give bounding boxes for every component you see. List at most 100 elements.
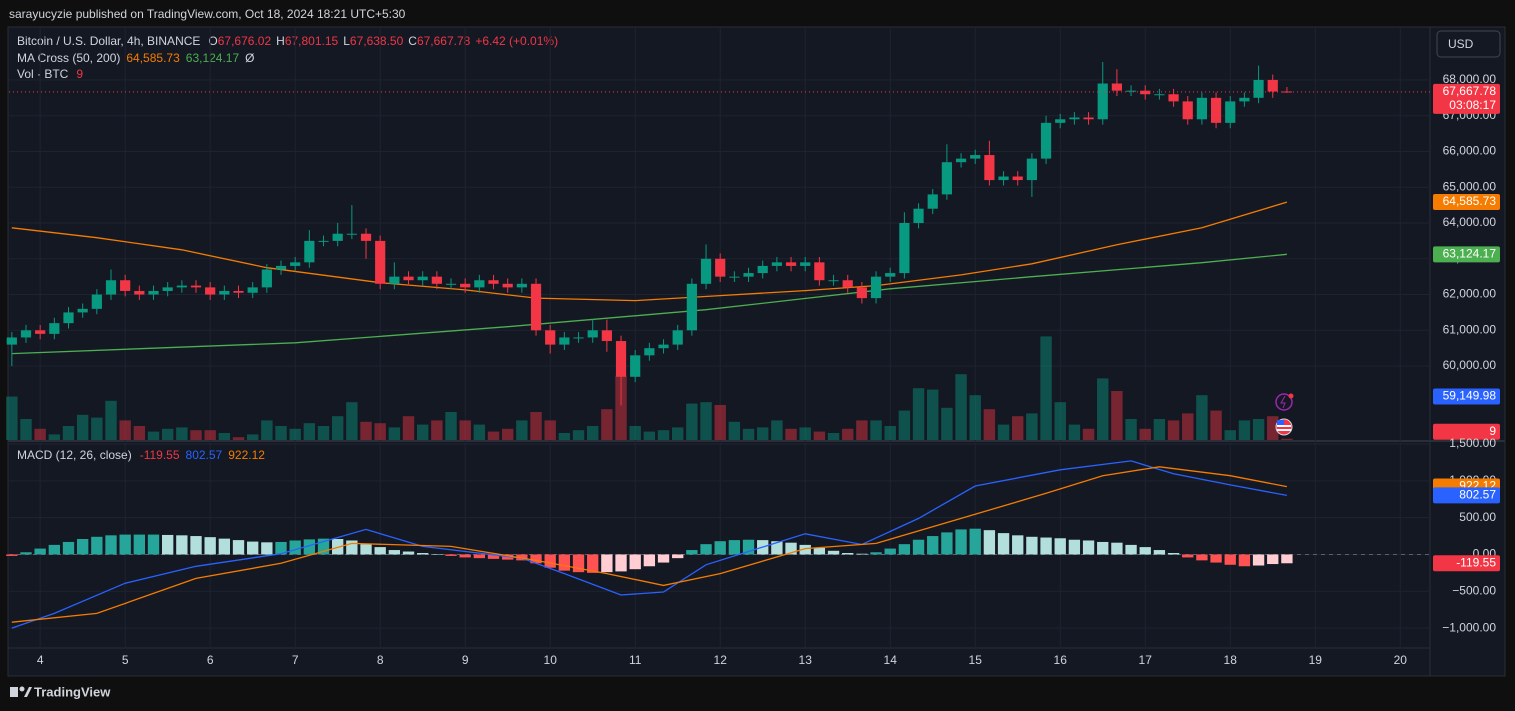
macd-histogram-bar [232, 540, 245, 555]
candle-body [715, 258, 726, 277]
currency-label[interactable]: USD [1448, 37, 1474, 51]
macd-histogram-bar [62, 541, 75, 555]
candle-body [134, 290, 145, 295]
macd-histogram-bar [1040, 537, 1052, 555]
volume-bar [48, 434, 61, 440]
candle-body [63, 312, 74, 324]
candle-body [318, 240, 329, 242]
x-tick-label: 10 [544, 653, 558, 667]
legend-text: +6.42 (+0.01%) [475, 34, 558, 48]
candle-body [105, 280, 117, 295]
macd-line [11, 466, 1288, 623]
legend-text: 64,585.73 [126, 51, 180, 65]
macd-histogram-bar [346, 540, 358, 555]
candle-body [6, 337, 17, 345]
price-label-box [1433, 388, 1500, 405]
volume-bar [1238, 420, 1251, 440]
volume-bar [799, 427, 811, 440]
macd-histogram-bar [402, 551, 415, 555]
candle-body [757, 265, 768, 274]
candle-body [785, 262, 797, 266]
volume-bar [416, 424, 429, 440]
x-tick-label: 11 [629, 653, 642, 667]
volume-bar [1196, 395, 1208, 440]
macd-histogram-bar [1082, 540, 1095, 555]
volume-bar [1097, 378, 1109, 440]
macd-histogram-bar [827, 550, 840, 555]
currency-button[interactable] [1436, 30, 1501, 58]
candle-body [35, 330, 46, 334]
legend-text: 922.12 [228, 448, 265, 462]
macd-value-label: 802.57 [1459, 488, 1496, 502]
candle-body [899, 223, 910, 274]
candle-body [1182, 101, 1193, 120]
volume-bar [742, 428, 755, 440]
volume-bar [431, 420, 443, 440]
candle-body [686, 283, 697, 331]
legend-text: O [208, 34, 217, 48]
volume-bar [119, 420, 131, 440]
candle-body [800, 262, 811, 266]
moving-average-line [11, 201, 1288, 302]
candle-body [1239, 97, 1250, 102]
macd-histogram-bar [6, 554, 18, 556]
candle-body [1154, 94, 1165, 96]
candle-body [970, 155, 981, 159]
macd-histogram-bar [941, 532, 953, 555]
volume-bar [1224, 430, 1236, 440]
macd-histogram-bar [1153, 550, 1166, 555]
macd-histogram-bar [1267, 554, 1279, 565]
volume-bar [275, 426, 287, 440]
candle-body [587, 330, 598, 338]
y-tick-label: 1,500.00 [1449, 436, 1496, 450]
x-tick-label: 4 [37, 653, 44, 667]
volume-bar [388, 427, 401, 440]
candle-body [1140, 90, 1151, 95]
macd-histogram-bar [1139, 547, 1151, 555]
volume-bar [927, 389, 939, 440]
macd-histogram-bar [799, 544, 811, 555]
macd-histogram-bar [884, 548, 896, 555]
x-tick-label: 20 [1394, 653, 1408, 667]
volume-bar [303, 423, 316, 440]
volume-bar [1111, 391, 1123, 440]
x-tick-label: 13 [799, 653, 813, 667]
volume-bar [1054, 402, 1066, 440]
volume-bar [728, 421, 741, 440]
volume-bar [232, 437, 245, 440]
macd-histogram-bar [813, 547, 826, 555]
macd-histogram-bar [856, 553, 868, 555]
volume-bar [771, 420, 783, 440]
macd-histogram-bar [1210, 554, 1222, 563]
candle-body [162, 287, 173, 291]
candle-body [842, 280, 853, 288]
candle-body [913, 208, 924, 224]
x-tick-label: 19 [1309, 653, 1323, 667]
candle-body [120, 280, 131, 291]
macd-histogram-bar [105, 535, 117, 555]
candle-body [771, 262, 782, 266]
candle-body [1069, 117, 1080, 120]
macd-histogram-bar [1281, 554, 1293, 564]
candle-body [1168, 94, 1179, 102]
candle-body [1253, 79, 1264, 98]
candle-body [530, 283, 542, 331]
volume-bar [147, 431, 160, 440]
volume-label: 9 [1489, 424, 1496, 438]
macd-histogram-bar [473, 554, 486, 559]
volume-bar [1125, 419, 1137, 440]
macd-histogram-bar [572, 554, 585, 573]
legend-text: H [276, 34, 285, 48]
legend-text: 67,801.15 [285, 34, 339, 48]
macd-histogram-bar [700, 544, 712, 555]
macd-histogram-bar [728, 540, 741, 555]
volume-bar [827, 433, 840, 440]
candle-body [1026, 158, 1037, 181]
candle-body [1097, 83, 1108, 120]
volume-bar [955, 374, 967, 440]
candle-body [304, 240, 315, 263]
macd-histogram-bar [20, 552, 32, 555]
macd-histogram-bar [643, 554, 656, 567]
